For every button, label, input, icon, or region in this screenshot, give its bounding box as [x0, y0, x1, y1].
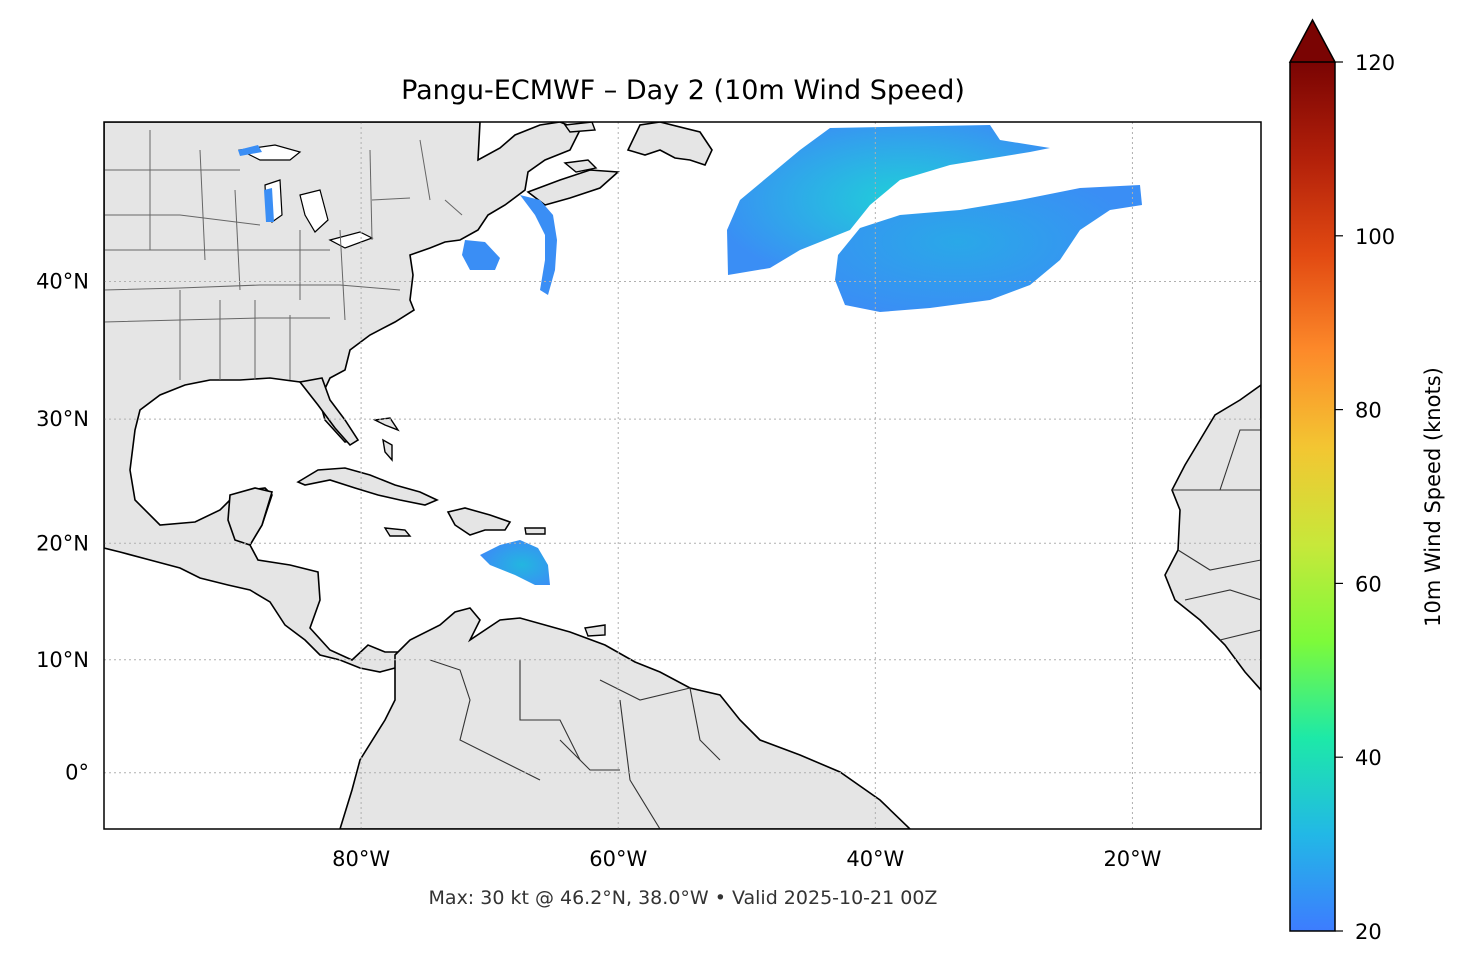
colorbar-tick-label: 80	[1355, 399, 1382, 423]
colorbar-label: 10m Wind Speed (knots)	[1421, 367, 1445, 627]
state-borders	[104, 130, 463, 380]
colorbar-ticks: 20 40 60 80 100 120	[1335, 51, 1395, 944]
map-panel	[104, 122, 1261, 829]
land-anticosti	[563, 122, 596, 133]
chart-title: Pangu-ECMWF – Day 2 (10m Wind Speed)	[401, 75, 965, 106]
land-cuba	[296, 467, 439, 506]
great-lakes-water	[238, 144, 374, 249]
lat-tick-label: 20°N	[36, 531, 89, 555]
wind-area-caribbean	[480, 540, 550, 585]
land-jamaica	[383, 527, 412, 537]
colorbar-tick-label: 60	[1355, 572, 1382, 596]
land-newfoundland	[626, 122, 713, 166]
colorbar-tick-label: 100	[1355, 225, 1395, 249]
colorbar-tick-label: 40	[1355, 746, 1382, 770]
longitude-ticks: 80°W 60°W 40°W 20°W	[332, 847, 1162, 871]
colorbar-extend-arrow	[1288, 18, 1337, 63]
wind-area-north-atlantic-east	[835, 185, 1142, 312]
colorbar-tick-label: 120	[1355, 51, 1395, 75]
africa-borders	[1172, 429, 1261, 641]
land-nova-scotia	[526, 169, 620, 206]
land-cape-breton	[563, 159, 598, 173]
lat-tick-label: 0°	[65, 761, 89, 785]
map-frame	[103, 121, 1262, 830]
wind-area-great-lakes	[238, 145, 274, 222]
south-america-borders	[429, 659, 721, 829]
land-florida	[298, 377, 360, 447]
colorbar-frame	[1289, 62, 1336, 932]
colorbar: 20 40 60 80 100 120 10m Wind Speed (knots)	[1288, 18, 1445, 944]
land-trinidad	[584, 624, 606, 637]
lat-tick-label: 10°N	[36, 648, 89, 672]
colorbar-tick-label: 20	[1355, 920, 1382, 944]
lat-tick-label: 40°N	[36, 270, 89, 294]
land-puerto-rico	[524, 527, 546, 535]
land-hispaniola	[446, 507, 512, 536]
land-yucatan	[227, 487, 274, 546]
wind-area-nova-scotia-coast	[462, 195, 557, 295]
lon-tick-label: 40°W	[846, 847, 904, 871]
lon-tick-label: 80°W	[332, 847, 390, 871]
wind-speed-field	[238, 125, 1142, 585]
lat-tick-label: 30°N	[36, 407, 89, 431]
land-north-america	[104, 122, 582, 673]
land-south-america	[339, 607, 912, 829]
colorbar-bar	[1290, 62, 1335, 931]
max-wind-footer: Max: 30 kt @ 46.2°N, 38.0°W • Valid 2025…	[429, 887, 938, 909]
lon-tick-label: 60°W	[589, 847, 647, 871]
latitude-ticks: 40°N 30°N 20°N 10°N 0°	[36, 270, 89, 785]
wind-area-north-atlantic-west	[727, 125, 1050, 275]
lon-tick-label: 20°W	[1103, 847, 1161, 871]
